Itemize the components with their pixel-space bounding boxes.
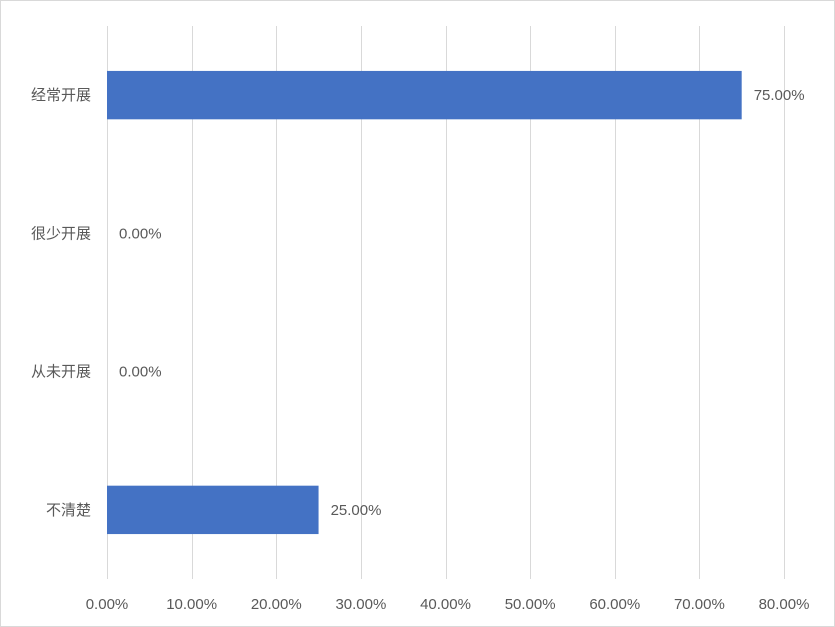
bar [107, 70, 742, 120]
bars [107, 70, 742, 535]
x-tick-label: 60.00% [589, 596, 640, 613]
data-labels: 75.00% 0.00% 0.00% 25.00% [119, 87, 805, 519]
data-label: 0.00% [119, 364, 162, 381]
x-tick-labels: 0.00% 10.00% 20.00% 30.00% 40.00% 50.00% 60.00… [86, 596, 810, 613]
category-label: 经常开展 [31, 87, 91, 104]
category-label: 从未开展 [31, 364, 91, 381]
data-label: 75.00% [754, 87, 805, 104]
data-label: 0.00% [119, 225, 162, 242]
category-label: 很少开展 [31, 225, 91, 242]
x-tick-label: 80.00% [759, 596, 810, 613]
x-tick-label: 30.00% [335, 596, 386, 613]
x-tick-label: 70.00% [674, 596, 725, 613]
x-tick-label: 50.00% [505, 596, 556, 613]
category-label: 不清楚 [46, 502, 91, 519]
data-label: 25.00% [331, 502, 382, 519]
x-tick-label: 20.00% [251, 596, 302, 613]
x-tick-label: 0.00% [86, 596, 129, 613]
bar [107, 485, 319, 535]
x-tick-label: 40.00% [420, 596, 471, 613]
x-tick-label: 10.00% [166, 596, 217, 613]
